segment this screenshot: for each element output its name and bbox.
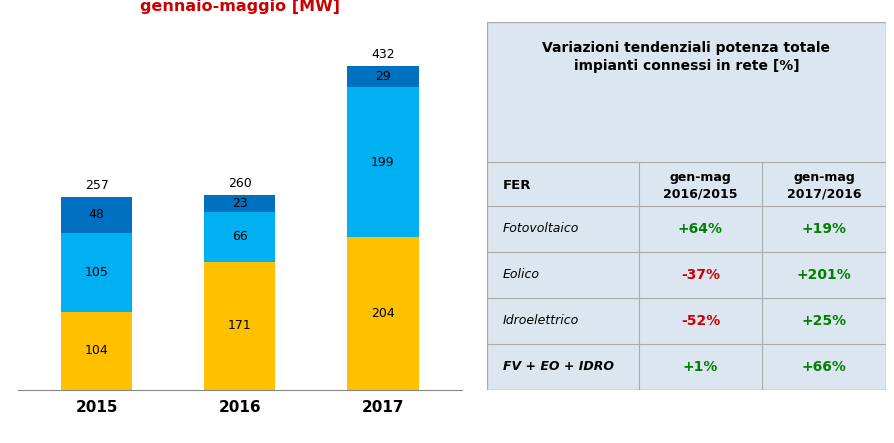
Bar — [61, 233, 132, 312]
Bar — [61, 197, 132, 233]
Text: Fotovoltaico: Fotovoltaico — [502, 222, 578, 236]
Bar — [204, 212, 275, 261]
Text: 260: 260 — [228, 177, 251, 190]
Text: -52%: -52% — [680, 314, 719, 328]
Text: +201%: +201% — [796, 268, 850, 282]
Text: 257: 257 — [85, 179, 108, 193]
Text: 23: 23 — [232, 197, 248, 210]
Text: 29: 29 — [375, 70, 391, 83]
Text: 204: 204 — [370, 307, 394, 320]
Text: 66: 66 — [232, 230, 248, 243]
Bar — [347, 87, 418, 237]
Text: gen-mag
2017/2016: gen-mag 2017/2016 — [786, 171, 860, 200]
Bar — [204, 195, 275, 212]
Text: gen-mag
2016/2015: gen-mag 2016/2015 — [662, 171, 737, 200]
Text: +25%: +25% — [801, 314, 846, 328]
Text: 432: 432 — [371, 48, 394, 61]
Text: -37%: -37% — [680, 268, 719, 282]
Text: 105: 105 — [85, 266, 108, 279]
Bar — [204, 261, 275, 390]
Text: Eolico: Eolico — [502, 268, 539, 281]
Bar — [61, 312, 132, 390]
Title: Potenza connessa per fonte nel periodo
gennaio-maggio [MW]: Potenza connessa per fonte nel periodo g… — [59, 0, 420, 14]
Text: +66%: +66% — [801, 360, 846, 374]
Text: 171: 171 — [228, 319, 251, 332]
Text: +64%: +64% — [677, 222, 722, 236]
Text: FV + EO + IDRO: FV + EO + IDRO — [502, 360, 613, 373]
Text: 48: 48 — [89, 209, 105, 222]
Text: +19%: +19% — [801, 222, 846, 236]
Text: 199: 199 — [371, 155, 394, 169]
Text: +1%: +1% — [682, 360, 717, 374]
Bar — [347, 66, 418, 87]
Text: Idroelettrico: Idroelettrico — [502, 315, 578, 327]
Text: Variazioni tendenziali potenza totale
impianti connessi in rete [%]: Variazioni tendenziali potenza totale im… — [542, 41, 830, 73]
Text: FER: FER — [502, 179, 531, 192]
Bar — [347, 237, 418, 390]
Text: 104: 104 — [85, 344, 108, 358]
